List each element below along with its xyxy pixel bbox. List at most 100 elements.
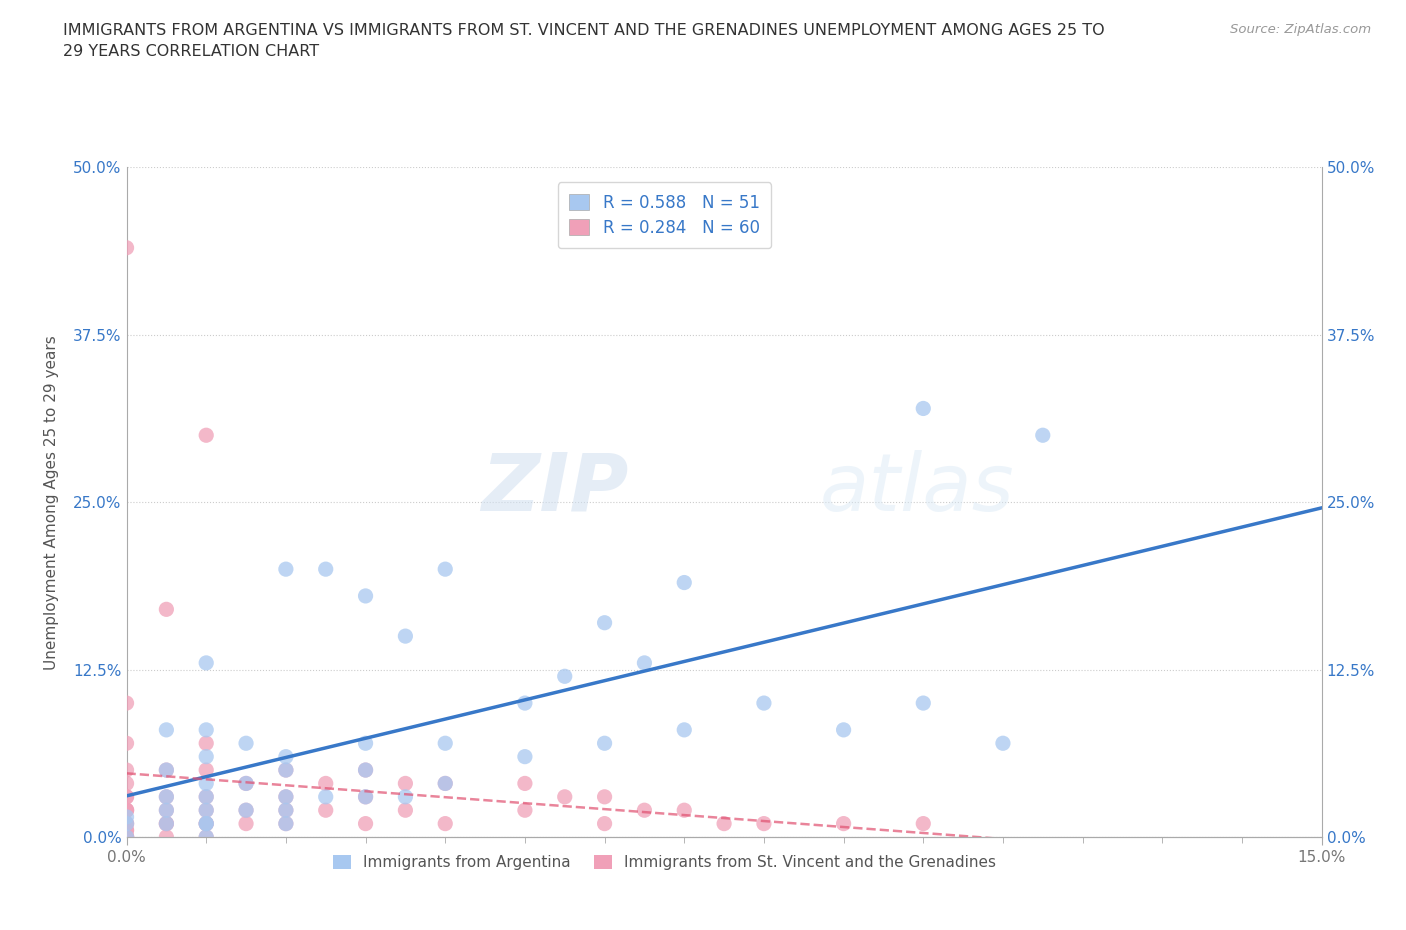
Point	[155, 790, 177, 804]
Point	[354, 817, 377, 831]
Point	[155, 803, 177, 817]
Point	[315, 776, 337, 790]
Point	[115, 803, 138, 817]
Point	[195, 803, 218, 817]
Text: ZIP: ZIP	[481, 450, 628, 528]
Point	[434, 736, 457, 751]
Point	[195, 803, 218, 817]
Point	[554, 790, 576, 804]
Point	[115, 240, 138, 255]
Point	[274, 763, 297, 777]
Point	[354, 790, 377, 804]
Point	[195, 723, 218, 737]
Point	[274, 790, 297, 804]
Point	[832, 817, 855, 831]
Point	[434, 817, 457, 831]
Point	[274, 817, 297, 831]
Point	[354, 736, 377, 751]
Point	[195, 817, 218, 831]
Point	[315, 803, 337, 817]
Point	[315, 790, 337, 804]
Point	[554, 669, 576, 684]
Point	[155, 763, 177, 777]
Point	[832, 723, 855, 737]
Point	[912, 401, 935, 416]
Point	[155, 803, 177, 817]
Point	[274, 817, 297, 831]
Point	[354, 763, 377, 777]
Point	[394, 790, 416, 804]
Point	[394, 776, 416, 790]
Point	[195, 790, 218, 804]
Point	[274, 790, 297, 804]
Point	[115, 776, 138, 790]
Point	[195, 763, 218, 777]
Point	[274, 763, 297, 777]
Point	[115, 803, 138, 817]
Point	[155, 763, 177, 777]
Point	[912, 817, 935, 831]
Point	[1032, 428, 1054, 443]
Point	[673, 575, 696, 590]
Point	[394, 629, 416, 644]
Point	[513, 750, 536, 764]
Y-axis label: Unemployment Among Ages 25 to 29 years: Unemployment Among Ages 25 to 29 years	[45, 335, 59, 670]
Point	[235, 776, 257, 790]
Point	[115, 790, 138, 804]
Point	[195, 790, 218, 804]
Point	[115, 790, 138, 804]
Text: atlas: atlas	[820, 450, 1015, 528]
Point	[115, 830, 138, 844]
Point	[354, 790, 377, 804]
Point	[991, 736, 1014, 751]
Point	[513, 776, 536, 790]
Point	[912, 696, 935, 711]
Point	[115, 830, 138, 844]
Point	[235, 803, 257, 817]
Point	[115, 817, 138, 831]
Point	[434, 776, 457, 790]
Point	[115, 803, 138, 817]
Point	[673, 803, 696, 817]
Point	[633, 656, 655, 671]
Point	[195, 817, 218, 831]
Point	[354, 763, 377, 777]
Point	[513, 803, 536, 817]
Point	[235, 817, 257, 831]
Point	[593, 790, 616, 804]
Point	[235, 776, 257, 790]
Point	[354, 589, 377, 604]
Point	[633, 803, 655, 817]
Point	[115, 696, 138, 711]
Point	[155, 817, 177, 831]
Point	[274, 750, 297, 764]
Point	[195, 750, 218, 764]
Point	[593, 616, 616, 631]
Point	[155, 790, 177, 804]
Point	[155, 817, 177, 831]
Point	[115, 823, 138, 838]
Text: Source: ZipAtlas.com: Source: ZipAtlas.com	[1230, 23, 1371, 36]
Point	[115, 830, 138, 844]
Point	[195, 428, 218, 443]
Point	[673, 723, 696, 737]
Point	[195, 736, 218, 751]
Point	[155, 817, 177, 831]
Point	[115, 823, 138, 838]
Point	[274, 803, 297, 817]
Point	[155, 602, 177, 617]
Point	[115, 830, 138, 844]
Point	[593, 736, 616, 751]
Point	[195, 817, 218, 831]
Point	[235, 803, 257, 817]
Point	[315, 562, 337, 577]
Point	[513, 696, 536, 711]
Point	[394, 803, 416, 817]
Point	[195, 817, 218, 831]
Point	[195, 776, 218, 790]
Point	[713, 817, 735, 831]
Point	[235, 736, 257, 751]
Point	[115, 830, 138, 844]
Point	[274, 803, 297, 817]
Point	[752, 817, 775, 831]
